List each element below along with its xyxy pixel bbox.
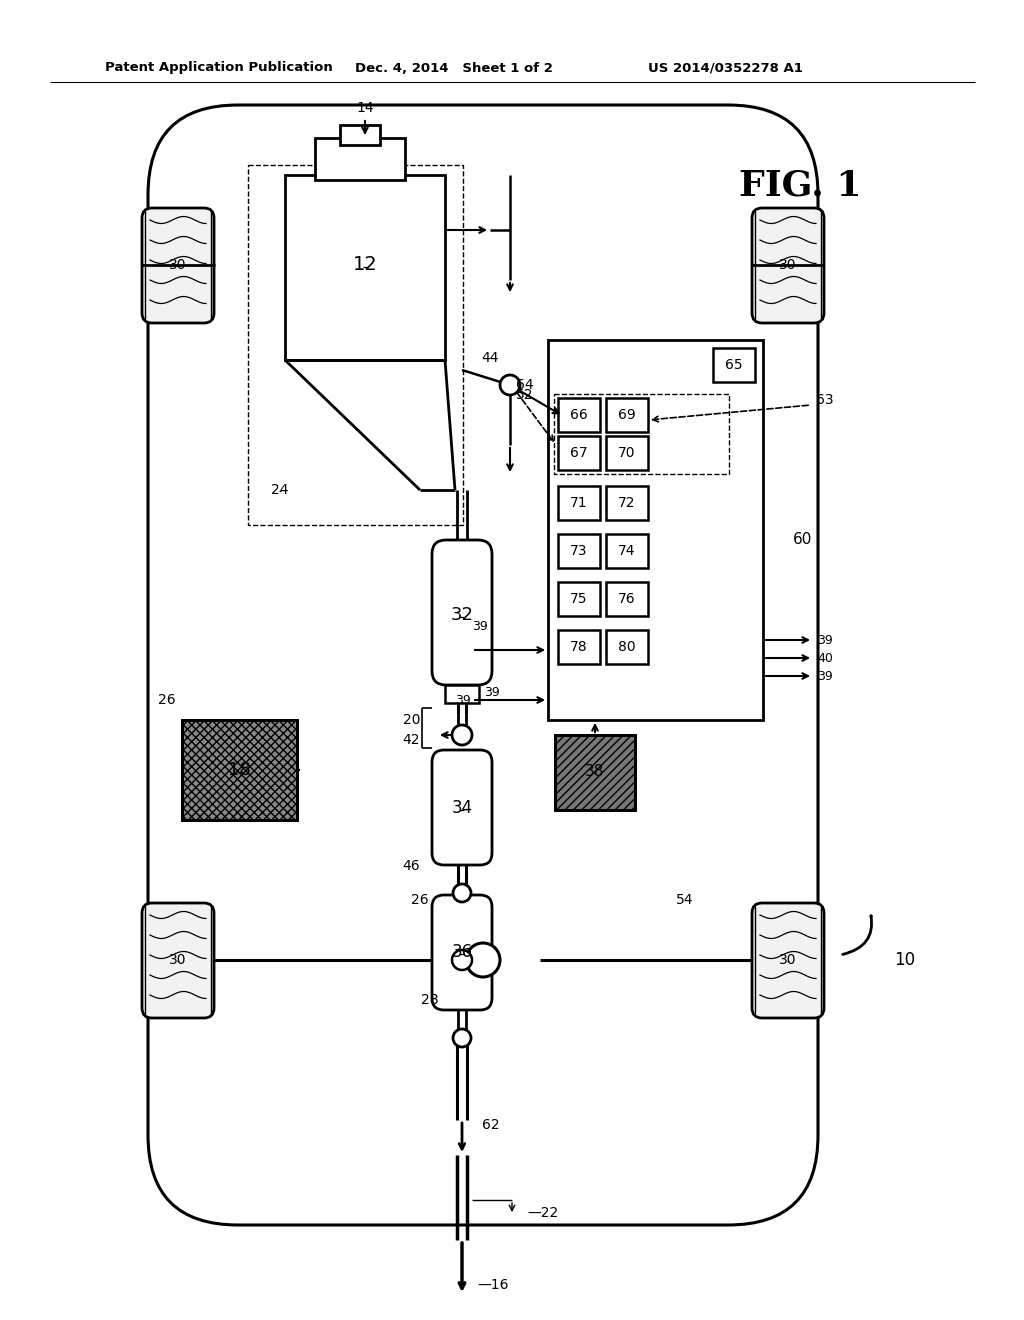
Text: 64: 64 — [516, 378, 534, 392]
Text: 20: 20 — [402, 713, 420, 727]
Text: 39: 39 — [817, 669, 833, 682]
Text: 60: 60 — [793, 532, 812, 548]
Bar — [606, 436, 648, 470]
FancyBboxPatch shape — [142, 903, 214, 1018]
Circle shape — [453, 884, 471, 902]
Text: 12: 12 — [352, 256, 378, 275]
Text: 14: 14 — [356, 102, 374, 115]
Bar — [606, 486, 648, 520]
Text: 46: 46 — [402, 859, 420, 873]
Text: 39: 39 — [484, 686, 500, 700]
Circle shape — [500, 375, 520, 395]
Text: 76: 76 — [618, 591, 636, 606]
FancyBboxPatch shape — [752, 903, 824, 1018]
Text: 42: 42 — [402, 733, 420, 747]
Text: 75: 75 — [570, 591, 588, 606]
Text: —22: —22 — [527, 1206, 558, 1220]
Bar — [558, 486, 600, 520]
Text: 70: 70 — [618, 446, 636, 459]
Text: 78: 78 — [570, 640, 588, 653]
Bar — [285, 176, 445, 360]
Text: 39: 39 — [455, 693, 471, 706]
Text: FIG. 1: FIG. 1 — [738, 168, 861, 202]
FancyBboxPatch shape — [432, 750, 492, 865]
FancyBboxPatch shape — [752, 209, 824, 323]
Text: 38: 38 — [586, 764, 605, 780]
Text: 28: 28 — [421, 993, 439, 1007]
Bar — [548, 341, 763, 719]
Text: —16: —16 — [477, 1278, 509, 1292]
Text: 54: 54 — [676, 894, 693, 907]
Bar — [555, 735, 635, 810]
Text: 30: 30 — [779, 257, 797, 272]
Bar — [606, 399, 648, 432]
FancyArrowPatch shape — [843, 916, 871, 954]
Bar — [340, 125, 380, 145]
Bar — [606, 582, 648, 616]
FancyBboxPatch shape — [432, 895, 492, 1010]
Text: 34: 34 — [452, 799, 472, 817]
Circle shape — [452, 950, 472, 970]
Bar — [558, 436, 600, 470]
Bar — [713, 348, 755, 381]
Text: 32: 32 — [451, 606, 473, 624]
Text: 52: 52 — [516, 388, 534, 403]
FancyBboxPatch shape — [142, 209, 214, 323]
Text: 80: 80 — [618, 640, 636, 653]
Text: 36: 36 — [452, 942, 472, 961]
Text: 30: 30 — [169, 257, 186, 272]
Text: 30: 30 — [169, 953, 186, 968]
Text: 10: 10 — [894, 950, 915, 969]
Text: 65: 65 — [725, 358, 742, 372]
Bar — [182, 719, 297, 820]
Circle shape — [453, 1030, 471, 1047]
Text: 74: 74 — [618, 544, 636, 558]
Text: 30: 30 — [779, 953, 797, 968]
Text: 69: 69 — [618, 408, 636, 422]
FancyBboxPatch shape — [148, 106, 818, 1225]
Text: 71: 71 — [570, 496, 588, 510]
Bar — [558, 582, 600, 616]
Text: 39: 39 — [472, 619, 487, 632]
Bar — [554, 393, 729, 474]
Bar — [558, 399, 600, 432]
Bar — [606, 535, 648, 568]
Circle shape — [452, 725, 472, 744]
Text: 73: 73 — [570, 544, 588, 558]
Text: Dec. 4, 2014   Sheet 1 of 2: Dec. 4, 2014 Sheet 1 of 2 — [355, 62, 553, 74]
Text: 18: 18 — [227, 762, 251, 779]
Bar — [558, 535, 600, 568]
FancyBboxPatch shape — [432, 540, 492, 685]
Text: 40: 40 — [817, 652, 833, 664]
Text: 72: 72 — [618, 496, 636, 510]
Text: 24: 24 — [271, 483, 289, 498]
Bar — [555, 735, 635, 810]
Bar — [558, 630, 600, 664]
Text: 39: 39 — [817, 634, 833, 647]
Text: 26: 26 — [412, 894, 429, 907]
Text: 67: 67 — [570, 446, 588, 459]
Text: Patent Application Publication: Patent Application Publication — [105, 62, 333, 74]
Bar — [315, 139, 406, 180]
Bar — [445, 685, 479, 704]
Circle shape — [466, 942, 500, 977]
Text: 44: 44 — [481, 351, 499, 366]
Text: 63: 63 — [816, 393, 834, 407]
Bar — [606, 630, 648, 664]
Text: 26: 26 — [158, 693, 176, 708]
Text: US 2014/0352278 A1: US 2014/0352278 A1 — [648, 62, 803, 74]
Text: 62: 62 — [482, 1118, 500, 1133]
Text: 66: 66 — [570, 408, 588, 422]
Bar — [248, 165, 463, 525]
Bar — [182, 719, 297, 820]
